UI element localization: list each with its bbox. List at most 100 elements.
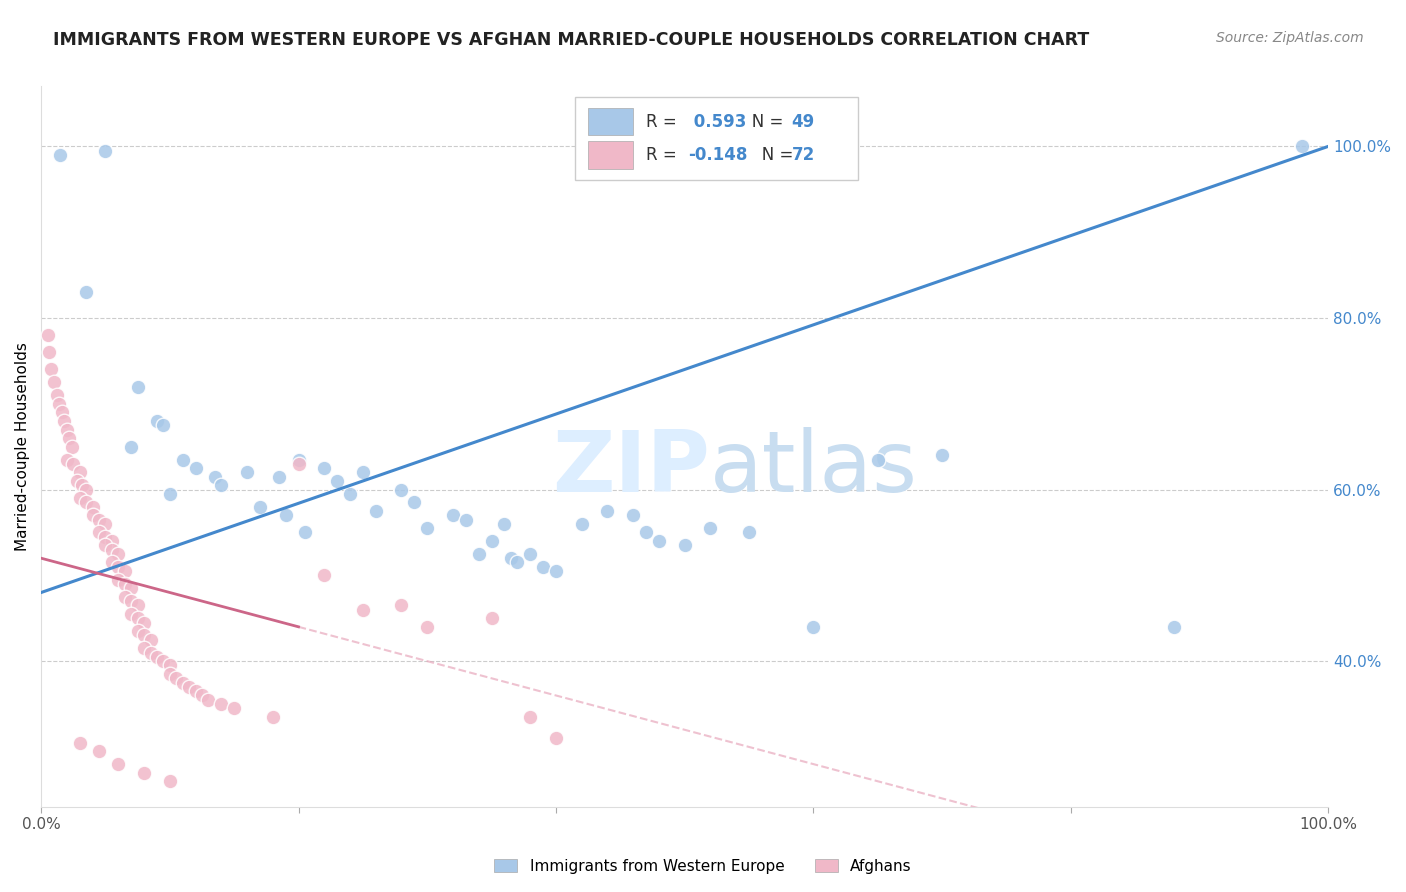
Point (352, 466, 374, 480)
FancyBboxPatch shape (588, 108, 633, 136)
Point (62, 457, 84, 471)
Point (159, 658, 181, 673)
Point (596, 504, 619, 518)
Text: N =: N = (737, 112, 789, 130)
Text: -0.148: -0.148 (689, 145, 748, 164)
Point (197, 692, 219, 706)
Point (49, 148, 72, 162)
Point (132, 615, 155, 630)
Y-axis label: Married-couple Households: Married-couple Households (15, 343, 30, 551)
Point (152, 654, 174, 668)
Point (339, 487, 361, 501)
Point (56, 452, 79, 467)
Point (699, 521, 721, 535)
Point (294, 525, 316, 540)
Point (224, 701, 246, 715)
Point (114, 564, 136, 578)
Point (519, 710, 541, 724)
Text: 72: 72 (792, 145, 814, 164)
Point (326, 474, 349, 488)
Point (94, 530, 117, 544)
Point (37, 328, 59, 343)
Point (101, 534, 124, 549)
Point (101, 556, 124, 570)
Point (53, 414, 76, 428)
Point (249, 500, 271, 514)
Point (75, 495, 97, 509)
Point (209, 478, 232, 492)
Point (801, 620, 824, 634)
Text: R =: R = (645, 145, 682, 164)
Point (404, 495, 426, 509)
Point (673, 538, 696, 552)
Point (494, 516, 516, 531)
Point (127, 624, 149, 639)
Point (738, 525, 761, 540)
Point (571, 516, 593, 531)
Point (101, 542, 124, 557)
Point (287, 457, 309, 471)
Text: ZIP: ZIP (553, 426, 710, 510)
Point (499, 551, 522, 566)
FancyBboxPatch shape (575, 97, 859, 180)
Point (60, 440, 83, 454)
Point (274, 508, 297, 523)
Point (69, 491, 91, 505)
Point (114, 577, 136, 591)
FancyBboxPatch shape (588, 141, 633, 169)
Point (191, 689, 214, 703)
Point (165, 671, 187, 685)
Point (120, 594, 142, 608)
Point (416, 521, 439, 535)
Point (634, 525, 657, 540)
Point (172, 675, 194, 690)
Point (139, 646, 162, 660)
Point (66, 474, 89, 488)
Point (114, 590, 136, 604)
Point (56, 423, 79, 437)
Point (107, 547, 129, 561)
Point (269, 469, 291, 483)
Point (75, 285, 97, 300)
Point (866, 452, 889, 467)
Point (107, 559, 129, 574)
Point (120, 440, 142, 454)
Point (544, 731, 567, 746)
Point (127, 379, 149, 393)
Point (41, 362, 63, 376)
Point (1163, 620, 1185, 634)
Point (94, 516, 117, 531)
Point (146, 414, 169, 428)
Point (120, 607, 142, 621)
Text: N =: N = (747, 145, 799, 164)
Point (204, 469, 226, 483)
Text: IMMIGRANTS FROM WESTERN EUROPE VS AFGHAN MARRIED-COUPLE HOUSEHOLDS CORRELATION C: IMMIGRANTS FROM WESTERN EUROPE VS AFGHAN… (53, 31, 1090, 49)
Point (391, 599, 413, 613)
Point (544, 564, 567, 578)
Legend: Immigrants from Western Europe, Afghans: Immigrants from Western Europe, Afghans (488, 853, 918, 880)
Point (531, 559, 554, 574)
Point (72, 478, 94, 492)
Point (159, 487, 181, 501)
Point (87, 744, 110, 758)
Point (931, 448, 953, 462)
Point (287, 452, 309, 467)
Point (87, 525, 110, 540)
Text: 0.593: 0.593 (689, 112, 747, 130)
Point (139, 632, 162, 647)
Point (481, 611, 503, 625)
Point (184, 461, 207, 475)
Point (314, 568, 336, 582)
Point (82, 500, 104, 514)
Point (58, 431, 80, 445)
Point (51, 405, 73, 419)
Point (75, 483, 97, 497)
Point (519, 547, 541, 561)
Point (209, 697, 232, 711)
Point (441, 508, 464, 523)
Point (364, 504, 387, 518)
Point (314, 461, 336, 475)
Point (82, 508, 104, 523)
Point (416, 620, 439, 634)
Point (179, 680, 201, 694)
